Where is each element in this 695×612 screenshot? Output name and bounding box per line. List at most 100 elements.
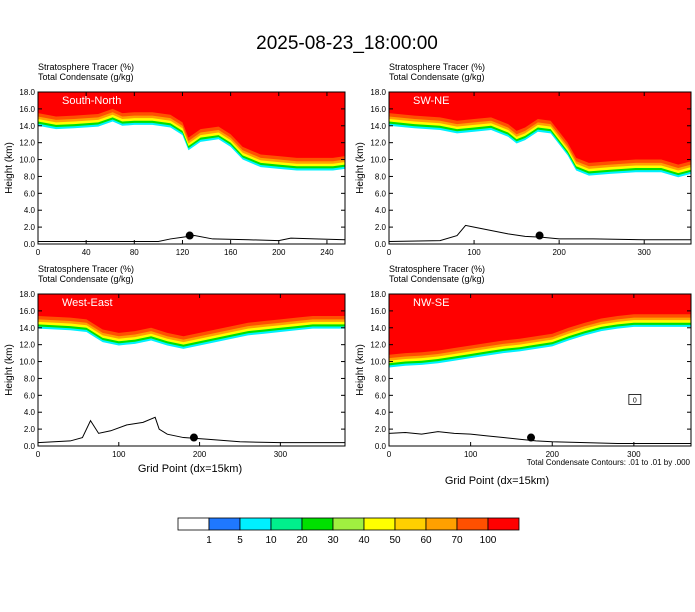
location-marker [185,231,194,240]
colorbar-label: 50 [389,535,401,546]
panel-plot-area [38,294,345,446]
colorbar-label: 100 [480,535,497,546]
y-tick-label: 8.0 [24,172,36,181]
y-tick-label: 6.0 [24,189,36,198]
colorbar-label: 70 [451,535,463,546]
y-tick-label: 18.0 [370,290,386,299]
colorbar-swatch [394,517,427,531]
y-tick-label: 2.0 [375,223,387,232]
colorbar-swatch [270,517,303,531]
y-tick-label: 4.0 [375,408,387,417]
colorbar-swatch [456,517,489,531]
colorbar-label: 60 [420,535,432,546]
y-tick-label: 4.0 [24,408,36,417]
y-tick-label: 6.0 [375,391,387,400]
panel-label: SW-NE [413,95,449,107]
y-tick-label: 0.0 [375,240,387,249]
panel-frame [388,91,692,245]
y-tick-label: 10.0 [370,156,386,165]
colorbar-label: 5 [237,535,243,546]
y-tick-label: 10.0 [370,358,386,367]
y-tick-label: 16.0 [370,307,386,316]
panel-header-line: Total Condensate (g/kg) [389,274,485,284]
y-tick-label: 16.0 [19,307,35,316]
y-tick-label: 18.0 [19,290,35,299]
y-tick-label: 14.0 [19,122,35,131]
y-tick-label: 8.0 [24,374,36,383]
panel-frame [37,91,346,245]
x-tick-label: 100 [467,248,481,257]
terrain-line [389,224,691,242]
x-tick-label: 120 [176,248,190,257]
terrain-line [38,416,345,444]
y-tick-label: 4.0 [24,206,36,215]
y-axis-label: Height (km) [4,344,15,396]
colorbar-swatch [332,517,365,531]
x-tick-label: 40 [82,248,91,257]
y-tick-label: 4.0 [375,206,387,215]
y-tick-label: 16.0 [370,105,386,114]
y-tick-label: 2.0 [375,425,387,434]
panel-plot-area [389,92,691,244]
colorbar-label: 30 [327,535,339,546]
colorbar-swatch [177,517,210,531]
panel-label: NW-SE [413,297,449,309]
y-tick-label: 10.0 [19,358,35,367]
location-marker [535,231,544,240]
y-tick-label: 0.0 [375,442,387,451]
y-tick-label: 18.0 [370,88,386,97]
colorbar-swatch [239,517,272,531]
panel-west-east: West-East Stratosphere Tracer (%)Total Co… [4,264,346,459]
x-tick-label: 300 [627,450,641,459]
location-marker [527,433,536,442]
y-tick-label: 14.0 [370,324,386,333]
y-tick-label: 10.0 [19,156,35,165]
y-tick-label: 12.0 [19,341,35,350]
x-tick-label: 0 [387,450,392,459]
y-tick-label: 6.0 [375,189,387,198]
contour-label-box [628,393,642,405]
panel-frame [388,293,692,447]
x-tick-label: 0 [387,248,392,257]
contour-label: 0 [633,397,637,404]
colorbar-label: 1 [206,535,212,546]
y-tick-label: 12.0 [19,139,35,148]
panel-header-line: Stratosphere Tracer (%) [38,264,134,274]
x-axis-label-right: Grid Point (dx=15km) [445,475,549,487]
figure-title: 2025-08-23_18:00:00 [256,33,438,54]
location-marker [189,433,198,442]
x-tick-label: 0 [36,248,41,257]
panel-nw-se: NW-SE Stratosphere Tracer (%)Total Conden… [355,264,692,459]
x-tick-label: 160 [224,248,238,257]
panel-header-line: Total Condensate (g/kg) [38,274,134,284]
panel-header-line: Total Condensate (g/kg) [389,72,485,82]
colorbar-swatch [301,517,334,531]
terrain-line [38,235,345,242]
colorbar-swatch [208,517,241,531]
panel-header-line: Total Condensate (g/kg) [38,72,134,82]
tracer-band [389,294,691,355]
colorbar-swatch [487,517,520,531]
x-tick-label: 300 [638,248,652,257]
panel-header-line: Stratosphere Tracer (%) [389,264,485,274]
y-tick-label: 6.0 [24,391,36,400]
panel-plot-area [389,294,691,446]
colorbar-swatch [363,517,396,531]
terrain-line [389,431,691,444]
panel-header-line: Stratosphere Tracer (%) [38,62,134,72]
y-tick-label: 14.0 [370,122,386,131]
panel-south-north: South-North Stratosphere Tracer (%)Total … [4,62,346,257]
y-tick-label: 14.0 [19,324,35,333]
x-tick-label: 0 [36,450,41,459]
y-tick-label: 0.0 [24,442,36,451]
tracer-band [38,294,345,337]
panel-plot-area [38,92,345,244]
colorbar-label: 10 [265,535,277,546]
x-tick-label: 100 [464,450,478,459]
x-tick-label: 200 [193,450,207,459]
x-tick-label: 200 [546,450,560,459]
y-tick-label: 12.0 [370,341,386,350]
tracer-band [38,92,345,158]
